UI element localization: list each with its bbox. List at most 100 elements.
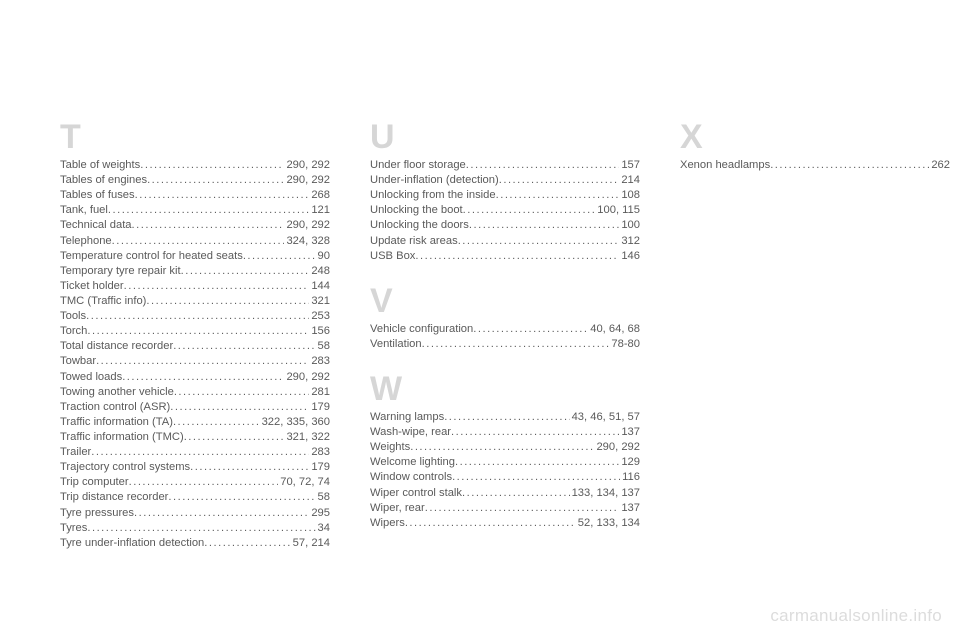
index-entry: Welcome lighting 129: [370, 455, 640, 470]
entry-leader-dots: [122, 370, 284, 385]
entry-pages: 179: [309, 460, 330, 475]
index-entry: Towed loads 290, 292: [60, 370, 330, 385]
watermark-text: carmanualsonline.info: [770, 606, 942, 626]
entry-pages: 214: [619, 173, 640, 188]
entry-label: Vehicle configuration: [370, 322, 473, 337]
entry-leader-dots: [112, 234, 285, 249]
entry-label: Torch: [60, 324, 87, 339]
index-entry: Torch 156: [60, 324, 330, 339]
entry-pages: 312: [619, 234, 640, 249]
entry-leader-dots: [469, 218, 619, 233]
entry-label: Update risk areas: [370, 234, 458, 249]
columns-container: T Table of weights 290, 292Tables of engi…: [60, 120, 900, 571]
index-section: UUnder floor storage 157Under-inflation …: [370, 120, 640, 264]
entry-pages: 100, 115: [595, 203, 640, 218]
index-entry: Tables of fuses 268: [60, 188, 330, 203]
entry-pages: 57, 214: [291, 536, 330, 551]
entry-pages: 290, 292: [284, 370, 330, 385]
section-letter: U: [370, 120, 640, 154]
entry-pages: 290, 292: [284, 218, 330, 233]
index-entry: Towbar 283: [60, 354, 330, 369]
entry-leader-dots: [473, 322, 588, 337]
index-entry: Unlocking from the inside 108: [370, 188, 640, 203]
entry-label: USB Box: [370, 249, 415, 264]
index-section: VVehicle configuration 40, 64, 68Ventila…: [370, 284, 640, 352]
entry-label: Weights: [370, 440, 410, 455]
entry-label: Wash-wipe, rear: [370, 425, 451, 440]
entry-pages: 321: [309, 294, 330, 309]
index-entry: Table of weights 290, 292: [60, 158, 330, 173]
index-entry: TMC (Traffic info) 321: [60, 294, 330, 309]
entry-pages: 137: [619, 425, 640, 440]
entry-leader-dots: [204, 536, 290, 551]
index-entry: Ventilation 78-80: [370, 337, 640, 352]
entry-leader-dots: [190, 460, 309, 475]
entry-label: Under floor storage: [370, 158, 466, 173]
entry-label: Trajectory control systems: [60, 460, 190, 475]
entry-pages: 58: [316, 490, 330, 505]
entry-pages: 268: [309, 188, 330, 203]
entry-pages: 283: [309, 354, 330, 369]
entry-leader-dots: [124, 279, 310, 294]
entry-label: Unlocking from the inside: [370, 188, 496, 203]
entry-leader-dots: [452, 470, 620, 485]
index-section: XXenon headlamps 262: [680, 120, 950, 173]
entry-pages: 70, 72, 74: [278, 475, 330, 490]
index-entry: Temporary tyre repair kit 248: [60, 264, 330, 279]
entry-leader-dots: [458, 234, 620, 249]
entry-pages: 295: [309, 506, 330, 521]
entry-pages: 322, 335, 360: [260, 415, 330, 430]
entry-pages: 43, 46, 51, 57: [570, 410, 640, 425]
index-entry: Unlocking the boot 100, 115: [370, 203, 640, 218]
entry-pages: 52, 133, 134: [576, 516, 640, 531]
index-entry: Total distance recorder 58: [60, 339, 330, 354]
index-entry: USB Box 146: [370, 249, 640, 264]
index-entry: Tyre under-inflation detection 57, 214: [60, 536, 330, 551]
entry-label: Ticket holder: [60, 279, 124, 294]
entry-pages: 78-80: [609, 337, 640, 352]
entry-leader-dots: [96, 354, 309, 369]
entry-leader-dots: [415, 249, 619, 264]
entry-label: Welcome lighting: [370, 455, 455, 470]
section-letter: W: [370, 372, 640, 406]
entry-pages: 253: [309, 309, 330, 324]
section-letter: T: [60, 120, 330, 154]
entry-label: Towbar: [60, 354, 96, 369]
entry-leader-dots: [496, 188, 620, 203]
entry-pages: 290, 292: [284, 173, 330, 188]
column: UUnder floor storage 157Under-inflation …: [370, 120, 640, 571]
entry-leader-dots: [129, 475, 279, 490]
entry-leader-dots: [462, 486, 570, 501]
entry-leader-dots: [499, 173, 620, 188]
index-section: WWarning lamps 43, 46, 51, 57Wash-wipe, …: [370, 372, 640, 531]
entry-leader-dots: [86, 309, 309, 324]
entry-label: Towed loads: [60, 370, 122, 385]
column: T Table of weights 290, 292Tables of engi…: [60, 120, 330, 571]
entry-pages: 248: [309, 264, 330, 279]
index-entry: Tables of engines 290, 292: [60, 173, 330, 188]
index-entry: Trip distance recorder 58: [60, 490, 330, 505]
entry-label: Wiper control stalk: [370, 486, 462, 501]
entry-label: Tables of engines: [60, 173, 147, 188]
entry-leader-dots: [466, 158, 620, 173]
entry-pages: 157: [619, 158, 640, 173]
entry-leader-dots: [140, 158, 284, 173]
entry-pages: 108: [619, 188, 640, 203]
entry-pages: 58: [316, 339, 330, 354]
entry-label: Trailer: [60, 445, 91, 460]
entry-label: Unlocking the boot: [370, 203, 463, 218]
entry-label: Traction control (ASR): [60, 400, 170, 415]
index-entry: Tools 253: [60, 309, 330, 324]
index-entry: Temperature control for heated seats 90: [60, 249, 330, 264]
entry-label: Trip distance recorder: [60, 490, 168, 505]
entry-pages: 90: [316, 249, 330, 264]
entry-label: TMC (Traffic info): [60, 294, 146, 309]
entry-leader-dots: [170, 400, 309, 415]
index-entry: Vehicle configuration 40, 64, 68: [370, 322, 640, 337]
entry-leader-dots: [134, 506, 309, 521]
index-entry: Technical data 290, 292: [60, 218, 330, 233]
entry-label: Total distance recorder: [60, 339, 173, 354]
index-entry: Update risk areas 312: [370, 234, 640, 249]
entry-pages: 40, 64, 68: [588, 322, 640, 337]
entry-pages: 156: [309, 324, 330, 339]
